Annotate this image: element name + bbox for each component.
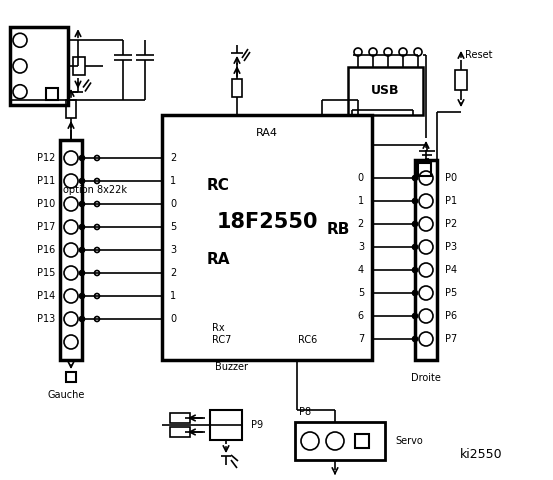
Bar bbox=[210, 410, 242, 440]
Text: P16: P16 bbox=[36, 245, 55, 255]
Text: RA4: RA4 bbox=[256, 128, 278, 138]
Text: P1: P1 bbox=[445, 196, 457, 206]
Text: 2: 2 bbox=[170, 153, 176, 163]
Bar bbox=[418, 163, 431, 176]
Text: Servo: Servo bbox=[395, 436, 422, 446]
Bar bbox=[162, 115, 372, 360]
Text: P7: P7 bbox=[445, 334, 457, 344]
Circle shape bbox=[413, 221, 418, 227]
Text: USB: USB bbox=[371, 84, 400, 97]
Circle shape bbox=[80, 225, 85, 229]
Text: P5: P5 bbox=[445, 288, 457, 298]
Bar bbox=[60, 140, 82, 360]
Text: P6: P6 bbox=[445, 311, 457, 321]
Bar bbox=[170, 427, 190, 437]
Bar bbox=[66, 372, 76, 382]
Bar bbox=[348, 67, 423, 115]
Text: P2: P2 bbox=[445, 219, 457, 229]
Text: 2: 2 bbox=[358, 219, 364, 229]
Text: 1: 1 bbox=[170, 176, 176, 186]
Bar bbox=[10, 27, 68, 105]
Text: 3: 3 bbox=[358, 242, 364, 252]
Text: 6: 6 bbox=[358, 311, 364, 321]
Bar bbox=[73, 57, 85, 75]
Circle shape bbox=[80, 248, 85, 252]
Text: 5: 5 bbox=[358, 288, 364, 298]
Circle shape bbox=[413, 336, 418, 341]
Text: P8: P8 bbox=[299, 407, 311, 417]
Circle shape bbox=[80, 293, 85, 299]
Text: 5: 5 bbox=[170, 222, 176, 232]
Text: Rx: Rx bbox=[212, 323, 225, 333]
Circle shape bbox=[80, 271, 85, 276]
Text: P10: P10 bbox=[36, 199, 55, 209]
Text: RA: RA bbox=[207, 252, 231, 267]
Bar bbox=[295, 422, 385, 460]
Text: option 8x22k: option 8x22k bbox=[63, 185, 127, 195]
Text: RC6: RC6 bbox=[298, 335, 317, 345]
Text: P14: P14 bbox=[36, 291, 55, 301]
Text: ki2550: ki2550 bbox=[460, 448, 503, 461]
Bar bbox=[46, 88, 58, 100]
Text: RB: RB bbox=[327, 223, 351, 238]
Text: Gauche: Gauche bbox=[48, 390, 85, 400]
Text: Buzzer: Buzzer bbox=[215, 362, 248, 372]
Text: P0: P0 bbox=[445, 173, 457, 183]
Text: P13: P13 bbox=[36, 314, 55, 324]
Bar bbox=[355, 434, 369, 448]
Text: 4: 4 bbox=[358, 265, 364, 275]
Text: 2: 2 bbox=[170, 268, 176, 278]
Bar bbox=[66, 100, 76, 118]
Circle shape bbox=[413, 199, 418, 204]
Circle shape bbox=[413, 290, 418, 296]
Text: Droite: Droite bbox=[411, 373, 441, 383]
Text: 7: 7 bbox=[358, 334, 364, 344]
Text: RC7: RC7 bbox=[212, 335, 231, 345]
Bar bbox=[415, 160, 437, 360]
Circle shape bbox=[413, 313, 418, 319]
Text: 1: 1 bbox=[358, 196, 364, 206]
Text: 0: 0 bbox=[170, 314, 176, 324]
Text: P12: P12 bbox=[36, 153, 55, 163]
Text: 18F2550: 18F2550 bbox=[216, 213, 318, 232]
Circle shape bbox=[80, 316, 85, 322]
Text: P4: P4 bbox=[445, 265, 457, 275]
Circle shape bbox=[413, 176, 418, 180]
Text: 1: 1 bbox=[170, 291, 176, 301]
Text: 3: 3 bbox=[170, 245, 176, 255]
Bar bbox=[170, 413, 190, 423]
Circle shape bbox=[80, 179, 85, 183]
Text: P9: P9 bbox=[251, 420, 263, 430]
Text: P3: P3 bbox=[445, 242, 457, 252]
Text: 0: 0 bbox=[170, 199, 176, 209]
Text: P11: P11 bbox=[36, 176, 55, 186]
Circle shape bbox=[413, 267, 418, 273]
Circle shape bbox=[80, 156, 85, 160]
Text: RC: RC bbox=[207, 178, 230, 192]
Text: P15: P15 bbox=[36, 268, 55, 278]
Bar bbox=[455, 70, 467, 90]
Bar bbox=[232, 79, 242, 97]
Circle shape bbox=[413, 244, 418, 250]
Text: Reset: Reset bbox=[465, 50, 493, 60]
Circle shape bbox=[80, 202, 85, 206]
Text: 0: 0 bbox=[358, 173, 364, 183]
Text: P17: P17 bbox=[36, 222, 55, 232]
